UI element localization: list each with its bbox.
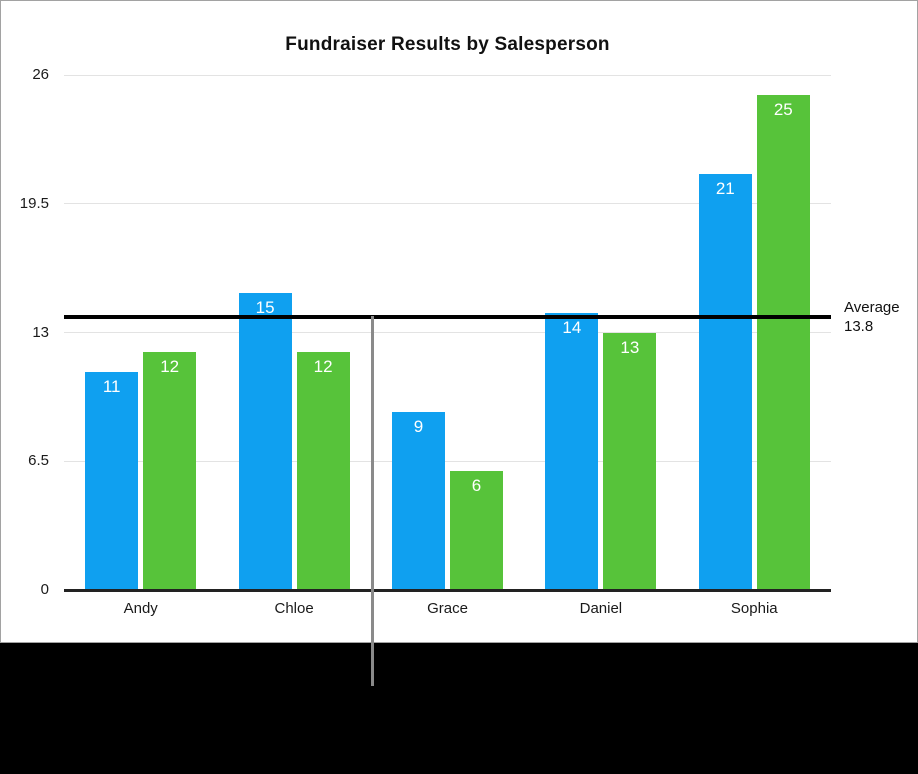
chart-title: Fundraiser Results by Salesperson <box>285 34 610 55</box>
bar-blue-sophia[interactable]: 21 <box>698 174 752 590</box>
y-axis-tick-label: 6.5 <box>28 452 49 470</box>
bar-value-label: 12 <box>313 357 333 377</box>
gridline <box>64 203 831 205</box>
bar-blue-daniel[interactable]: 14 <box>545 312 599 590</box>
y-axis-tick-label: 0 <box>40 581 49 598</box>
bar-blue-chloe[interactable]: 15 <box>238 292 292 590</box>
bar-green-sophia[interactable]: 25 <box>756 94 810 590</box>
bar-green-chloe[interactable]: 12 <box>296 352 350 590</box>
average-value-text: 13.8 <box>844 318 874 335</box>
bar-value-label: 13 <box>620 337 640 357</box>
y-axis-tick-label: 26 <box>32 66 49 83</box>
bar-green-grace[interactable]: 6 <box>450 471 503 590</box>
x-axis-category-label: Andy <box>123 600 158 617</box>
bar-green-daniel[interactable]: 13 <box>603 332 657 590</box>
plot-area: 0 6.5 13 19.5 26 11 12 Andy 15 12 Chloe 9 6 Grace 14 13… <box>1 1 917 642</box>
average-label-text: Average <box>844 299 900 316</box>
bar-green-andy[interactable]: 12 <box>143 352 197 590</box>
chart-panel: Fundraiser Results by Salesperson 0 6.5 13… <box>0 0 918 643</box>
bar-value-label: 11 <box>102 377 121 397</box>
x-axis-category-label: Chloe <box>274 600 314 617</box>
x-axis-line <box>64 589 831 592</box>
bar-blue-andy[interactable]: 11 <box>85 372 139 590</box>
bar-value-label: 21 <box>715 179 735 199</box>
bar-value-label: 9 <box>413 416 424 436</box>
gridline <box>64 332 831 333</box>
black-footer <box>0 643 918 774</box>
average-line <box>64 314 831 319</box>
gridline <box>64 460 831 462</box>
bar-blue-grace[interactable]: 9 <box>392 411 445 590</box>
bar-value-label: 6 <box>471 476 482 496</box>
x-axis-category-label: Grace <box>427 600 468 617</box>
bar-value-label: 12 <box>160 357 180 377</box>
pointer-line <box>371 316 374 686</box>
x-axis-category-label: Sophia <box>730 600 778 617</box>
x-axis-category-label: Daniel <box>579 600 623 617</box>
average-line-label: Average 13.8 <box>844 298 900 336</box>
y-axis-tick-label: 13 <box>32 323 49 341</box>
y-axis-tick-label: 19.5 <box>19 194 49 212</box>
bar-value-label: 15 <box>255 297 275 317</box>
bar-value-label: 25 <box>773 99 793 119</box>
bar-value-label: 14 <box>562 317 582 337</box>
gridline <box>64 74 831 76</box>
